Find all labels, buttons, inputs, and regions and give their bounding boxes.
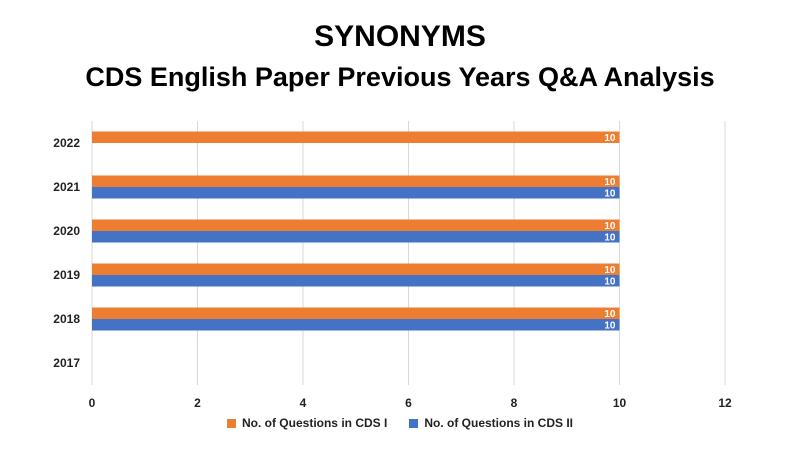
bar-cds-2-2019[interactable] [92,275,620,287]
legend-swatch-cds-1 [226,418,236,428]
data-label-cds-1-2021: 10 [604,177,616,188]
x-tick-label-2: 2 [194,396,201,410]
legend-item-cds-1[interactable]: No. of Questions in CDS I [226,416,388,430]
y-tick-label-2022: 2022 [53,136,80,150]
bar-cds-1-2018[interactable] [92,307,620,320]
x-tick-label-12: 12 [718,396,732,410]
y-tick-label-2020: 2020 [53,224,80,238]
data-label-cds-2-2019: 10 [604,276,616,287]
y-tick-label-2017: 2017 [53,356,80,370]
chart-title: SYNONYMS [314,20,486,53]
data-label-cds-2-2020: 10 [604,232,616,243]
legend: No. of Questions in CDS I No. of Questio… [0,416,800,430]
x-tick-label-0: 0 [89,396,96,410]
x-tick-label-6: 6 [405,396,412,410]
bar-cds-1-2021[interactable] [92,175,620,188]
legend-swatch-cds-2 [409,418,419,428]
y-tick-label-2019: 2019 [53,268,80,282]
x-tick-label-4: 4 [300,396,307,410]
bar-cds-2-2020[interactable] [92,231,620,243]
data-label-cds-2-2021: 10 [604,188,616,199]
data-label-cds-2-2018: 10 [604,320,616,331]
data-label-cds-1-2022: 10 [604,133,616,144]
legend-item-cds-2[interactable]: No. of Questions in CDS II [409,416,573,430]
y-tick-label-2018: 2018 [53,312,80,326]
data-label-cds-1-2019: 10 [604,265,616,276]
bar-cds-2-2018[interactable] [92,319,620,331]
bar-cds-2-2021[interactable] [92,187,620,199]
bar-cds-1-2022[interactable] [92,131,620,144]
legend-label-cds-1: No. of Questions in CDS I [241,416,388,430]
bar-cds-1-2020[interactable] [92,219,620,232]
data-label-cds-1-2020: 10 [604,221,616,232]
bar-cds-1-2019[interactable] [92,263,620,276]
y-tick-label-2021: 2021 [53,180,80,194]
x-tick-label-8: 8 [511,396,518,410]
legend-label-cds-2: No. of Questions in CDS II [424,416,573,430]
chart-subtitle: CDS English Paper Previous Years Q&A Ana… [85,62,715,92]
data-label-cds-1-2018: 10 [604,309,616,320]
x-tick-label-10: 10 [613,396,627,410]
